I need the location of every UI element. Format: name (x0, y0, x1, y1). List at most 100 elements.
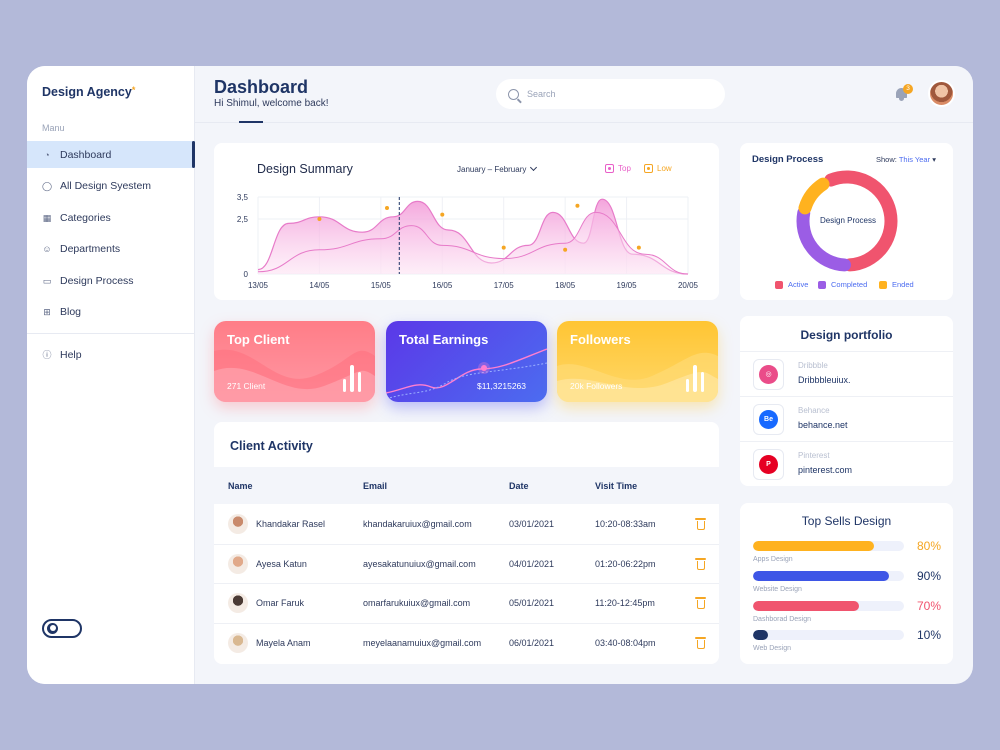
donut-segment-active[interactable] (824, 170, 898, 272)
legend-completed: Completed (818, 280, 867, 289)
delete-icon[interactable] (695, 518, 706, 530)
progress-track (753, 571, 904, 581)
sell-percent: 80% (917, 539, 942, 553)
legend-top-icon (605, 164, 614, 173)
x-tick-label: 19/05 (617, 281, 638, 290)
period-dropdown[interactable]: Show: This Year ▾ (876, 155, 936, 164)
bar-chart-icon (682, 365, 704, 392)
column-header-name[interactable]: Name (228, 481, 253, 491)
user-avatar[interactable] (928, 80, 955, 107)
search-input[interactable] (527, 89, 707, 99)
delete-icon[interactable] (695, 557, 706, 570)
legend-active-label: Active (788, 280, 809, 289)
portfolio-name: Pinterest (798, 451, 830, 460)
portfolio-url: pinterest.com (798, 465, 853, 475)
legend-low-icon (644, 164, 653, 173)
sidebar-item-design-process[interactable]: ▭ Design Process (27, 267, 195, 294)
sell-item-dashboard-design: Dashborad Design 70% (753, 599, 943, 631)
client-avatar (228, 553, 248, 574)
delete-icon[interactable] (695, 597, 706, 609)
table-row[interactable]: Omar Faruk omarfarukuiux@gmail.com 05/01… (214, 584, 719, 624)
portfolio-item-behance[interactable]: Be Behance behance.net (740, 396, 953, 441)
followers-title: Followers (570, 332, 631, 347)
sidebar-divider (27, 333, 195, 334)
sidebar-item-all-design-system[interactable]: ◯ All Design Syestem (27, 173, 195, 200)
design-summary-card: Design Summary January – February Top Lo… (214, 143, 719, 300)
dribbble-icon: ◎ (753, 359, 784, 390)
donut-segment-ended[interactable] (798, 177, 830, 215)
followers-value: 20k Followers (570, 381, 623, 391)
table-row[interactable]: Mayela Anam meyelaanamuiux@gmail.com 06/… (214, 624, 719, 664)
chat-icon: ◯ (42, 181, 53, 191)
search-bar[interactable] (496, 79, 725, 109)
sell-label: Apps Design (753, 556, 793, 563)
progress-fill (753, 601, 859, 611)
pinterest-icon: P (753, 449, 784, 480)
portfolio-url: Dribbbleuiux. (798, 375, 851, 385)
sidebar-item-label: Categories (60, 211, 111, 224)
data-point-marker (575, 203, 580, 208)
visit-date: 05/01/2021 (509, 598, 555, 608)
data-point-marker (563, 247, 568, 252)
followers-card[interactable]: Followers 20k Followers (557, 321, 718, 402)
date-range-dropdown[interactable]: January – February (457, 163, 538, 174)
delete-icon[interactable] (695, 636, 706, 649)
dark-mode-toggle[interactable] (42, 619, 82, 638)
sell-item-web-design: Web Design 10% (753, 628, 943, 660)
y-tick-label: 0 (244, 270, 249, 279)
legend-top[interactable]: Top (605, 164, 631, 173)
top-sells-title: Top Sells Design (801, 514, 892, 528)
portfolio-item-dribbble[interactable]: ◎ Dribbble Dribbbleuiux. (740, 351, 953, 396)
total-earnings-card[interactable]: Total Earnings $11,3215263 (386, 321, 547, 402)
top-client-card[interactable]: Top Client 271 Client (214, 321, 375, 402)
sidebar-item-categories[interactable]: ▦ Categories (27, 204, 195, 231)
portfolio-url: behance.net (798, 420, 848, 430)
sidebar-item-label: Design Process (60, 274, 134, 287)
x-tick-label: 16/05 (432, 281, 453, 290)
donut-segment-completed[interactable] (796, 206, 851, 272)
total-earnings-title: Total Earnings (399, 332, 489, 347)
client-activity-title: Client Activity (230, 439, 313, 453)
column-header-email[interactable]: Email (363, 481, 388, 491)
top-client-value: 271 Client (227, 381, 266, 391)
notification-bell-icon[interactable]: 3 (894, 84, 913, 102)
legend-ended: Ended (879, 280, 914, 289)
welcome-message: Hi Shimul, welcome back! (214, 98, 329, 109)
y-tick-label: 3,5 (237, 193, 249, 202)
client-avatar (228, 514, 248, 534)
visit-time: 10:20-08:33am (595, 519, 656, 529)
portfolio-title: Design portfolio (800, 328, 893, 342)
legend-low-label: Low (657, 164, 672, 173)
bell-clapper (899, 98, 904, 101)
table-header: Name Email Date Visit Time (214, 467, 719, 504)
legend-active: Active (775, 280, 808, 289)
client-avatar (228, 593, 248, 613)
client-email: omarfarukuiux@gmail.com (363, 598, 471, 608)
sidebar-item-help[interactable]: ⓘ Help (27, 341, 195, 368)
table-row[interactable]: Ayesa Katun ayesakatunuiux@gmail.com 04/… (214, 545, 719, 584)
table-row[interactable]: Khandakar Rasel khandakaruiux@gmail.com … (214, 505, 719, 545)
bell-body (896, 88, 907, 98)
column-header-date[interactable]: Date (509, 481, 529, 491)
legend-low[interactable]: Low (644, 164, 672, 173)
search-icon (508, 88, 519, 100)
sidebar-item-departments[interactable]: ☺ Departments (27, 236, 195, 263)
sidebar-item-blog[interactable]: ⊞ Blog (27, 299, 195, 326)
sidebar-item-dashboard[interactable]: ◔ Dashboard (27, 141, 195, 168)
design-process-title: Design Process (752, 154, 824, 165)
legend-completed-label: Completed (831, 280, 868, 289)
sidebar: Design Agency* Manu ◔ Dashboard ◯ All Desi… (27, 66, 195, 684)
portfolio-item-pinterest[interactable]: P Pinterest pinterest.com (740, 441, 953, 486)
y-tick-label: 2,5 (237, 215, 249, 224)
x-tick-label: 13/05 (248, 281, 269, 290)
series-low-line (257, 211, 689, 275)
sell-label: Web Design (753, 645, 792, 652)
brand-logo[interactable]: Design Agency* (42, 85, 136, 99)
earnings-line-graphic (386, 348, 547, 400)
column-header-visit-time[interactable]: Visit Time (595, 481, 638, 491)
behance-glyph: Be (759, 410, 778, 429)
chevron-down-icon: ▾ (932, 155, 936, 164)
x-tick-label: 15/05 (371, 281, 392, 290)
sell-percent: 90% (917, 569, 942, 583)
followers-wave-graphic (557, 352, 718, 402)
